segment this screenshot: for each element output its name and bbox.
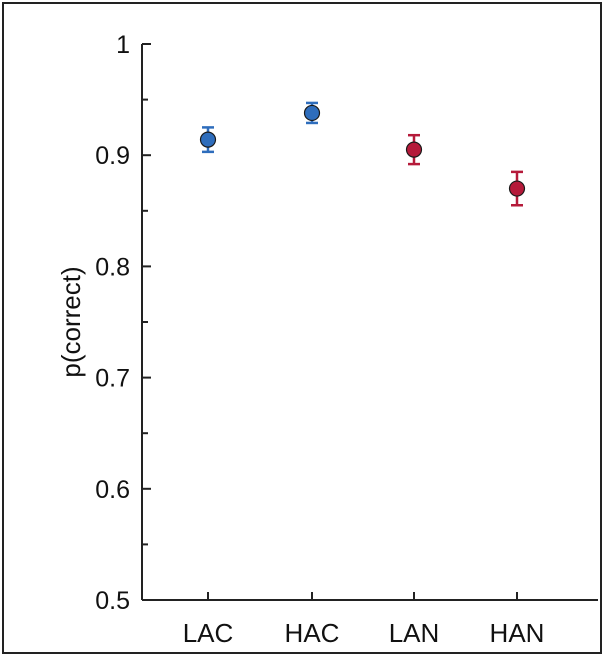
point-lan: [405, 133, 423, 166]
point-han: [508, 170, 526, 207]
x-tick-label-han: HAN: [490, 618, 545, 648]
data-marker: [303, 104, 321, 122]
y-tick-label: 1: [116, 31, 130, 59]
y-tick-label: 0.6: [95, 476, 130, 504]
data-marker: [405, 141, 423, 158]
y-ticks: 0.5 0.6 0.7 0.8 0.9 1: [95, 31, 151, 615]
y-tick-label: 0.7: [95, 365, 130, 393]
x-tick-label-lan: LAN: [389, 618, 440, 648]
y-tick-label: 0.9: [95, 142, 130, 170]
chart: 0.5 0.6 0.7 0.8 0.9 1 LAC HAC LAN HAN p(correct): [56, 31, 598, 648]
point-lac: [199, 126, 217, 154]
x-tick-label-lac: LAC: [183, 618, 234, 648]
data-marker: [508, 180, 526, 197]
point-hac: [303, 101, 321, 125]
x-tick-label-hac: HAC: [285, 618, 340, 648]
y-axis-label: p(correct): [56, 266, 86, 377]
x-ticks: LAC HAC LAN HAN: [183, 592, 545, 648]
y-tick-label: 0.8: [95, 253, 130, 281]
data-points: [199, 101, 526, 207]
data-marker: [199, 131, 217, 148]
y-tick-label: 0.5: [95, 587, 130, 615]
